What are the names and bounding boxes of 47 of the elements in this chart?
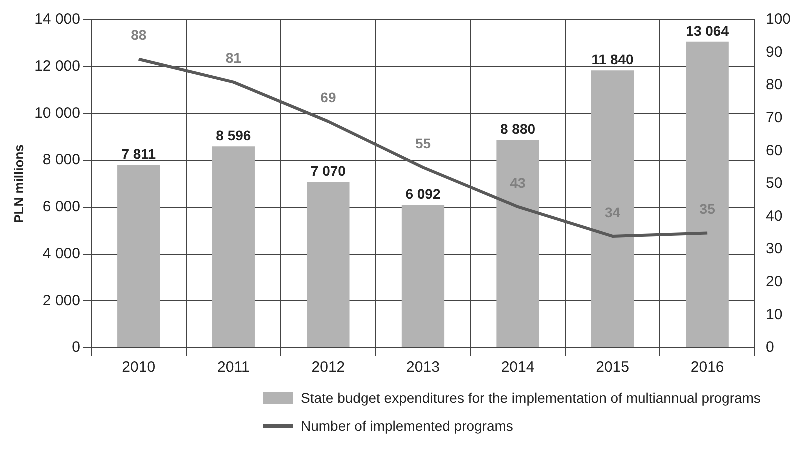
y-axis-title: PLN millions — [11, 144, 26, 224]
y2-tick-label: 0 — [766, 339, 774, 356]
bar — [307, 182, 350, 348]
data-label: 7 070 — [310, 163, 346, 180]
y-tick-label: 0 — [72, 339, 80, 356]
y-tick-label: 12 000 — [34, 58, 80, 75]
y2-tick-label: 60 — [766, 142, 783, 160]
data-label: 11 840 — [592, 51, 634, 68]
bar — [591, 70, 634, 348]
bar — [402, 205, 445, 348]
y2-tick-label: 100 — [766, 11, 792, 28]
data-label: 88 — [131, 27, 147, 44]
legend-label: State budget expenditures for the implementation of multiannual programs — [301, 390, 761, 406]
y2-tick-label: 90 — [766, 44, 783, 61]
data-label: 6 092 — [406, 186, 441, 202]
y2-tick-label: 80 — [766, 76, 783, 94]
data-label: 8 880 — [500, 120, 536, 137]
bar — [496, 140, 540, 348]
y-tick-label: 6 000 — [42, 198, 80, 216]
x-tick-label: 2012 — [312, 359, 346, 376]
legend-label: Number of implemented programs — [301, 418, 514, 434]
y-tick-label: 8 000 — [42, 152, 80, 169]
y2-tick-label: 70 — [766, 110, 783, 127]
x-tick-label: 2010 — [122, 359, 156, 376]
y-tick-label: 14 000 — [34, 11, 80, 28]
data-label: 13 064 — [686, 22, 730, 39]
y2-tick-label: 20 — [766, 274, 783, 291]
y2-tick-label: 40 — [766, 208, 783, 225]
data-label: 55 — [415, 135, 432, 152]
data-label: 81 — [226, 50, 242, 66]
x-tick-label: 2011 — [218, 359, 250, 376]
x-tick-label: 2013 — [406, 359, 440, 376]
y-tick-label: 4 000 — [42, 245, 80, 262]
x-tick-label: 2014 — [501, 359, 535, 376]
y2-tick-label: 30 — [766, 240, 783, 258]
data-label: 69 — [320, 90, 336, 106]
data-label: 7 811 — [122, 146, 156, 162]
y-tick-label: 10 000 — [34, 104, 80, 122]
y-tick-label: 2 000 — [42, 292, 80, 310]
y2-tick-label: 50 — [766, 175, 783, 192]
bar — [686, 42, 729, 348]
data-label: 8 596 — [216, 127, 252, 144]
x-tick-label: 2016 — [690, 359, 724, 376]
y2-tick-label: 10 — [766, 306, 783, 324]
bar — [212, 146, 255, 348]
bar — [118, 165, 160, 348]
x-tick-label: 2015 — [596, 359, 630, 376]
